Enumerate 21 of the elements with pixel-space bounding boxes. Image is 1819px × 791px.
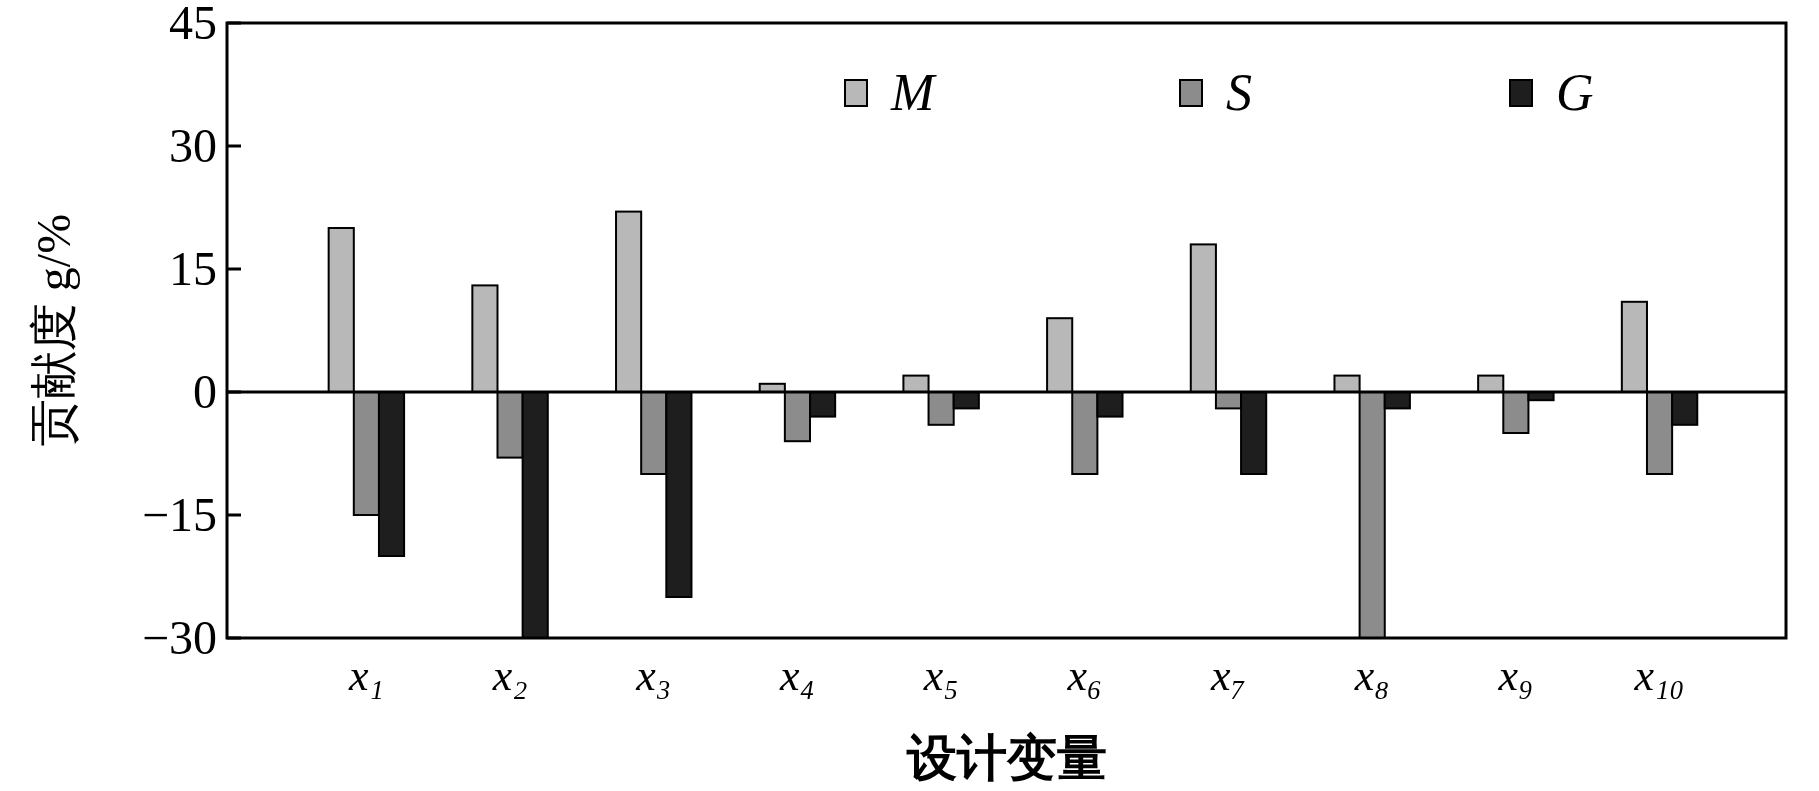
- x-tick-label: x₅: [922, 651, 959, 700]
- legend-label: G: [1556, 64, 1594, 121]
- y-tick-label: 0: [193, 365, 217, 418]
- y-tick-label: −15: [141, 488, 217, 541]
- x-tick-label: x₃: [635, 651, 672, 700]
- x-tick-label: x₁: [347, 651, 384, 700]
- legend-label: S: [1226, 64, 1252, 121]
- x-tick-label: x₄: [779, 651, 815, 700]
- x-tick-label: x₉: [1497, 651, 1534, 700]
- x-axis-title: 设计变量: [905, 730, 1107, 786]
- x-tick-label: x₁₀: [1633, 651, 1685, 700]
- x-tick-label: x₇: [1210, 651, 1246, 700]
- x-tick-label: x₈: [1353, 651, 1390, 700]
- y-tick-label: 30: [169, 119, 217, 172]
- x-tick-label: x₆: [1066, 651, 1103, 700]
- y-tick-label: 45: [169, 0, 217, 49]
- y-axis-title: 贡献度 g/%: [27, 213, 80, 448]
- y-tick-label: −30: [141, 611, 217, 664]
- x-tick-label: x₂: [491, 651, 528, 700]
- y-tick-label: 15: [169, 242, 217, 295]
- legend-label: M: [890, 64, 937, 121]
